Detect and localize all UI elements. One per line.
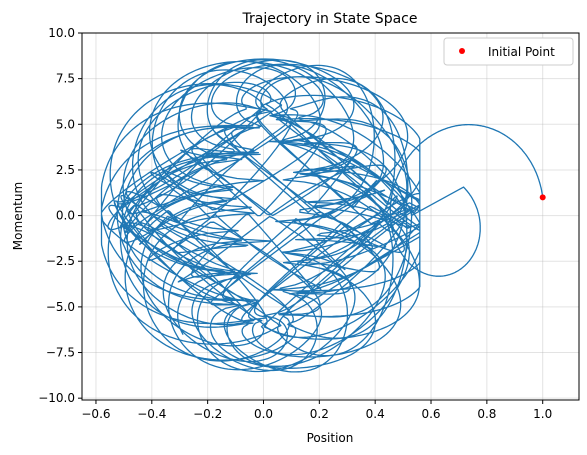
- x-tick-label: 0.0: [254, 407, 273, 421]
- legend-box: [443, 37, 574, 66]
- x-tick-label: −0.2: [193, 407, 222, 421]
- x-tick-label: 1.0: [533, 407, 552, 421]
- y-tick-label: 10.0: [48, 26, 75, 40]
- x-tick-label: 0.4: [366, 407, 385, 421]
- x-tick-label: 0.8: [477, 407, 496, 421]
- legend-marker-initial-point: [459, 48, 465, 54]
- legend-label-initial-point: Initial Point: [488, 45, 555, 59]
- y-tick-label: 0.0: [56, 209, 75, 223]
- y-axis-label: Momentum: [11, 182, 25, 250]
- plot-area: [100, 58, 546, 373]
- axes-frame: [81, 32, 580, 401]
- initial-point-marker: [539, 194, 546, 201]
- y-tick-label: 7.5: [56, 72, 75, 86]
- legend: Initial Point: [443, 37, 574, 66]
- y-tick-label: −7.5: [46, 346, 75, 360]
- y-tick-label: −5.0: [46, 300, 75, 314]
- y-axis-ticks: −10.0 −7.5 −5.0 −2.5 0.0 2.5 5.0 7.5 10.0: [38, 26, 82, 405]
- y-tick-label: −2.5: [46, 254, 75, 268]
- y-tick-label: 5.0: [56, 117, 75, 131]
- x-tick-label: 0.6: [421, 407, 440, 421]
- x-tick-label: 0.2: [310, 407, 329, 421]
- y-tick-label: −10.0: [38, 391, 75, 405]
- x-tick-label: −0.6: [81, 407, 110, 421]
- x-axis-label: Position: [307, 431, 354, 445]
- trajectory-line: [100, 58, 544, 373]
- y-tick-label: 2.5: [56, 163, 75, 177]
- x-axis-ticks: −0.6 −0.4 −0.2 0.0 0.2 0.4 0.6 0.8 1.0: [81, 400, 552, 421]
- x-tick-label: −0.4: [137, 407, 166, 421]
- chart-title: Trajectory in State Space: [242, 11, 418, 27]
